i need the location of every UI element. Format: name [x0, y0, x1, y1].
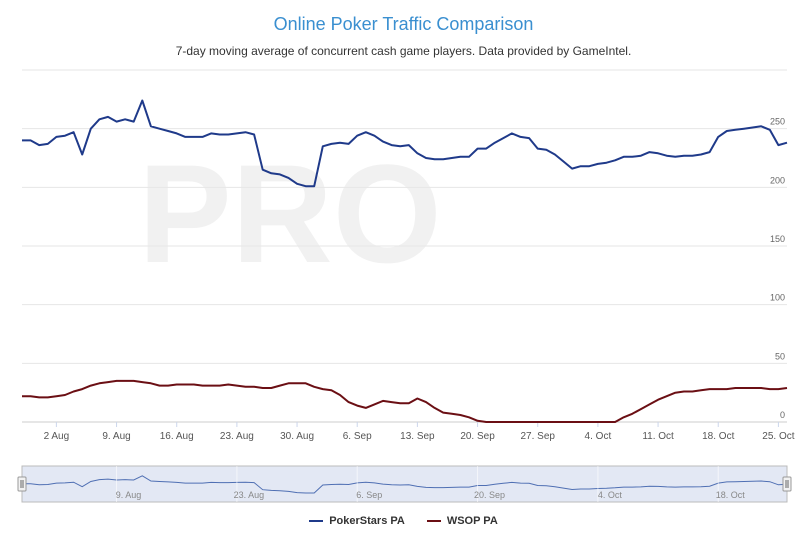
x-tick-label: 20. Sep [460, 431, 495, 442]
x-tick-label: 11. Oct [642, 431, 674, 442]
x-tick-label: 4. Oct [585, 431, 612, 442]
x-tick-label: 30. Aug [280, 431, 314, 442]
series-line-1 [22, 379, 788, 423]
y-tick-label: 0 [780, 410, 785, 420]
x-tick-label: 25. Oct [762, 431, 794, 442]
navigator-label: 9. Aug [116, 490, 142, 500]
legend-swatch [309, 520, 324, 522]
navigator-label: 6. Sep [356, 490, 382, 500]
y-tick-label: 250 [770, 117, 785, 127]
navigator-handle-right[interactable] [782, 476, 792, 492]
navigator-handle-left[interactable] [17, 476, 27, 492]
series-line-0 [22, 99, 788, 188]
y-tick-label: 50 [775, 351, 785, 361]
x-tick-label: 23. Aug [220, 431, 254, 442]
legend-item-pokerstars[interactable]: PokerStars PA [309, 515, 405, 527]
navigator-label: 20. Sep [474, 490, 505, 500]
x-tick-label: 16. Aug [160, 431, 194, 442]
y-tick-label: 100 [770, 293, 785, 303]
navigator-label: 4. Oct [598, 490, 623, 500]
legend: PokerStars PA WSOP PA [0, 515, 807, 527]
handle-box [17, 476, 27, 492]
y-tick-label: 200 [770, 175, 785, 185]
x-axis: 2 Aug 9. Aug 16. Aug 23. Aug 30. Aug 6. Sep 13… [44, 422, 795, 442]
x-tick-label: 13. Sep [400, 431, 435, 442]
watermark: PRO [138, 135, 441, 292]
x-tick-label: 2 Aug [44, 431, 70, 442]
navigator-label: 23. Aug [234, 490, 265, 500]
chart-title: Online Poker Traffic Comparison [273, 14, 534, 34]
chart-subtitle: 7-day moving average of concurrent cash … [175, 44, 632, 58]
navigator: 9. Aug 23. Aug 6. Sep 20. Sep 4. Oct 18. Oct [17, 465, 792, 503]
series-layer [22, 99, 788, 423]
x-tick-label: 6. Sep [343, 431, 372, 442]
y-tick-label: 150 [770, 234, 785, 244]
navigator-label: 18. Oct [716, 490, 746, 500]
x-tick-label: 18. Oct [702, 431, 734, 442]
legend-swatch [426, 520, 441, 522]
x-tick-label: 27. Sep [520, 431, 555, 442]
y-axis: 0 50 100 150 200 250 [770, 117, 785, 420]
x-tick-label: 9. Aug [102, 431, 130, 442]
legend-item-wsop[interactable]: WSOP PA [426, 515, 498, 527]
navigator-series [22, 475, 788, 494]
legend-label: WSOP PA [446, 515, 498, 527]
legend-label: PokerStars PA [329, 515, 405, 527]
grid-layer [22, 69, 787, 423]
handle-box [782, 476, 792, 492]
